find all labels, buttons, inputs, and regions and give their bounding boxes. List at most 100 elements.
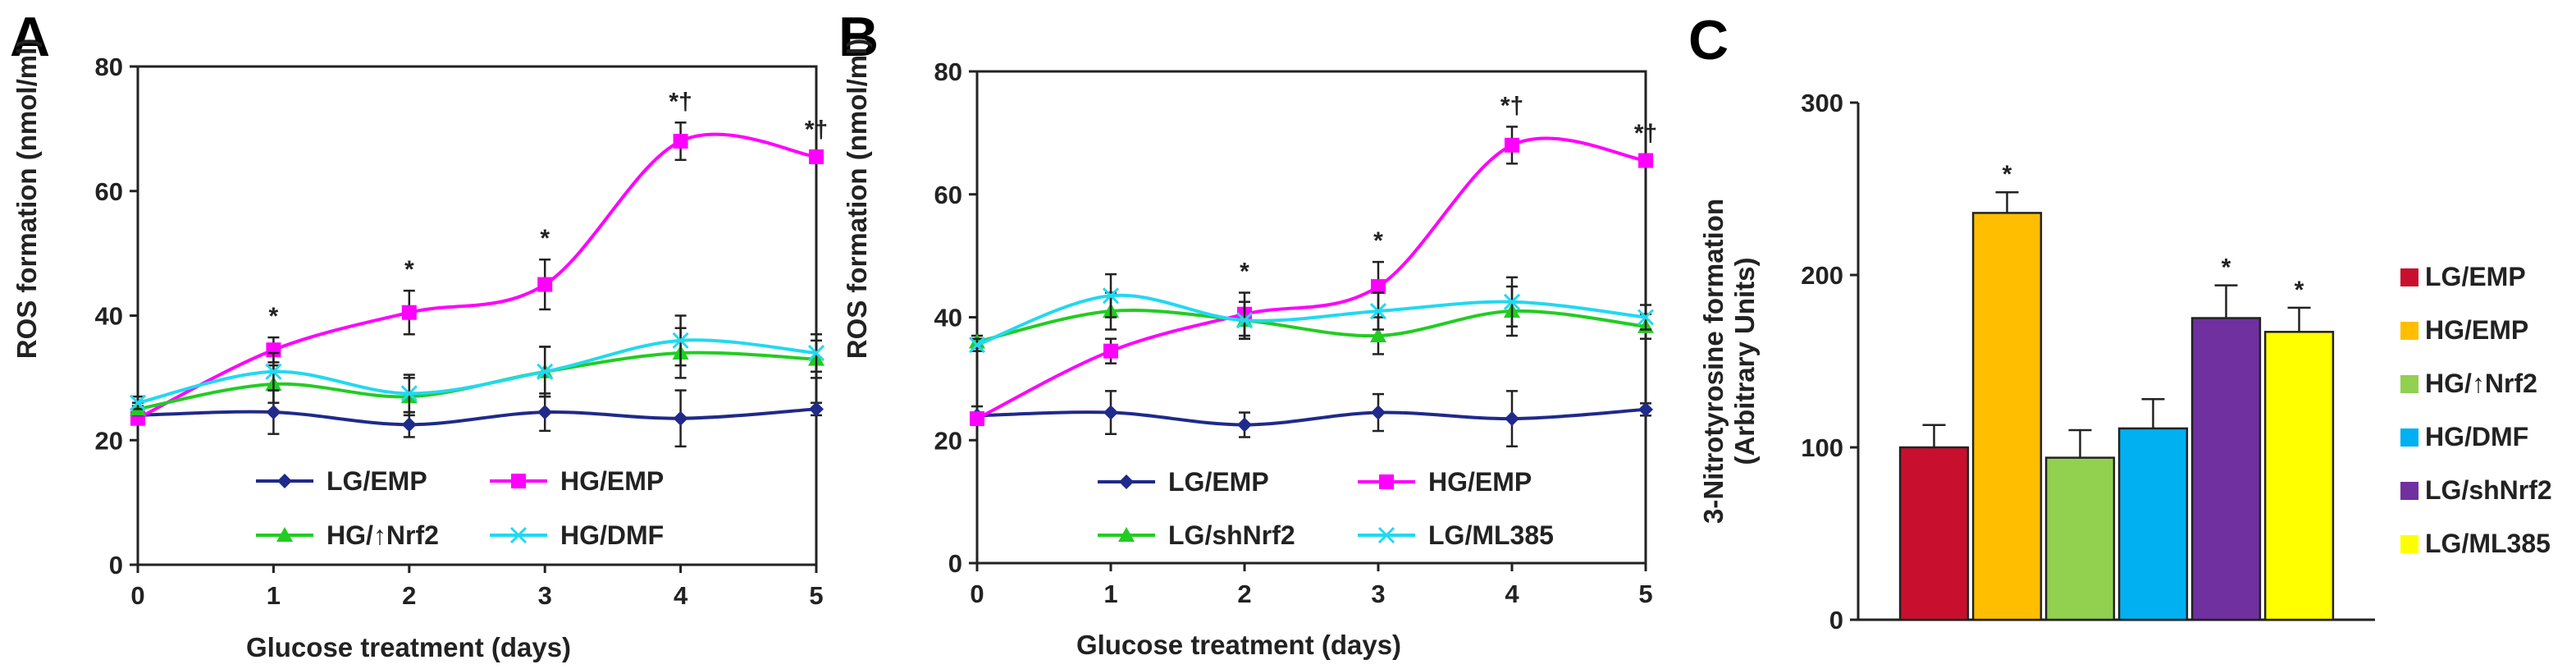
chart-c-significance-marker: * bbox=[2295, 277, 2304, 304]
chart-a-xtick-label: 4 bbox=[674, 581, 688, 610]
chart-a-point-lg-emp bbox=[537, 405, 553, 420]
chart-c-legend-item-lg-emp: LG/EMP bbox=[2400, 262, 2526, 291]
chart-a-point-hg-emp bbox=[673, 134, 688, 149]
chart-a-series-line-hg-nrf2 bbox=[137, 351, 817, 411]
chart-a-series-line-hg-dmf bbox=[137, 338, 817, 405]
panel-letter-b: B bbox=[838, 6, 879, 68]
chart-a-point-hg-dmf-stroke-2 bbox=[537, 363, 554, 380]
chart-b-point-lg-ml385 bbox=[1369, 302, 1387, 320]
chart-a-legend-marker bbox=[511, 474, 526, 488]
chart-a-xtick-label: 2 bbox=[402, 581, 416, 610]
chart-b-significance-marker: *† bbox=[1500, 92, 1523, 119]
chart-a-ytick-label: 20 bbox=[95, 426, 123, 455]
chart-b-point-lg-ml385 bbox=[1102, 287, 1120, 305]
chart-b-series-lg-shnrf2 bbox=[969, 285, 1654, 355]
chart-a-point-hg-dmf bbox=[400, 385, 418, 402]
chart-c-legend-item-lg-ml385: LG/ML385 bbox=[2400, 529, 2551, 558]
chart-b-point-lg-emp bbox=[1638, 401, 1653, 417]
chart-b-point-lg-ml385 bbox=[1637, 309, 1655, 326]
chart-b-point-lg-ml385-stroke-2 bbox=[1503, 293, 1521, 310]
chart-b-legend-label: HG/EMP bbox=[1428, 467, 1532, 497]
chart-a-plot-frame bbox=[136, 65, 818, 566]
chart-b-point-hg-emp bbox=[1371, 279, 1386, 295]
chart-b-point-hg-emp bbox=[1103, 343, 1118, 359]
chart-a-significance-marker: * bbox=[404, 256, 414, 283]
chart-a-point-lg-emp bbox=[401, 417, 417, 433]
chart-c-legend-label: LG/EMP bbox=[2425, 262, 2526, 291]
chart-a-point-hg-emp bbox=[401, 305, 417, 320]
chart-b-xtick-label: 1 bbox=[1103, 580, 1117, 608]
chart-c-ytick-label: 200 bbox=[1801, 261, 1843, 290]
chart-b-ytick-label: 80 bbox=[934, 57, 962, 86]
chart-c-bar-lg-emp bbox=[1898, 446, 1970, 621]
chart-c-legend-item-hg-dmf: HG/DMF bbox=[2400, 422, 2528, 451]
chart-c-legend-swatch bbox=[2400, 268, 2418, 286]
chart-b-legend-label: LG/shNrf2 bbox=[1168, 520, 1295, 550]
chart-a-point-hg-dmf-stroke-2 bbox=[129, 394, 147, 411]
chart-a-legend-item-hg-dmf: HG/DMF bbox=[490, 520, 664, 550]
chart-b-series-line-lg-shnrf2 bbox=[976, 308, 1647, 344]
chart-a-legend-label: HG/↑Nrf2 bbox=[327, 520, 439, 550]
chart-c-legend-swatch bbox=[2400, 482, 2418, 500]
chart-c-ylabel: 3-Nitrotyrosine formation bbox=[1698, 199, 1729, 524]
chart-b-point-lg-emp bbox=[1103, 405, 1118, 420]
chart-a-significance-marker: * bbox=[540, 225, 550, 252]
chart-a-significance-marker: *† bbox=[805, 116, 828, 143]
chart-a-ytick-label: 40 bbox=[95, 302, 123, 331]
chart-a-significance-marker: * bbox=[269, 303, 279, 330]
chart-c-ylabel-units: (Arbitrary Units) bbox=[1729, 257, 1760, 465]
chart-a-series-line-lg-emp bbox=[137, 407, 817, 427]
panel-letter-a: A bbox=[10, 6, 50, 68]
chart-c-plot: 0 100 200 300 * * * LG/EMP HG/EMP HG/↑Nrf2 HG/DMF L… bbox=[1801, 89, 2551, 635]
chart-a-point-lg-emp bbox=[809, 401, 824, 417]
chart-c-bar-lg-ml385 bbox=[2263, 331, 2335, 621]
chart-b-point-lg-emp bbox=[1371, 405, 1386, 420]
chart-c-significance-marker: * bbox=[2222, 254, 2231, 282]
chart-a-series-line-hg-emp bbox=[137, 132, 817, 420]
chart-a-legend-label: HG/EMP bbox=[560, 466, 664, 496]
chart-b-series-hg-emp bbox=[970, 126, 1653, 427]
chart-a-legend-item-hg-emp: HG/EMP bbox=[490, 466, 664, 496]
chart-c-legend-label: LG/ML385 bbox=[2425, 529, 2551, 558]
chart-b-xtick-label: 2 bbox=[1237, 580, 1251, 608]
chart-b-legend-marker bbox=[1379, 474, 1394, 489]
chart-c-bar-hg-emp bbox=[1971, 212, 2043, 621]
chart-c-bar-hg-nrf2 bbox=[2044, 456, 2116, 621]
chart-b-legend-marker bbox=[1377, 526, 1395, 544]
chart-a-point-hg-emp bbox=[809, 149, 824, 165]
chart-a-ytick-label: 60 bbox=[95, 177, 123, 206]
chart-c-ytick-label: 0 bbox=[1829, 606, 1843, 635]
chart-b-ytick-label: 40 bbox=[934, 304, 962, 332]
chart-c-ytick-label: 300 bbox=[1801, 89, 1843, 117]
chart-b-legend-item-lg-emp: LG/EMP bbox=[1098, 467, 1269, 497]
chart-c-legend-item-lg-shnrf2: LG/shNrf2 bbox=[2400, 475, 2552, 505]
chart-a-xtick-label: 3 bbox=[538, 581, 552, 610]
chart-b-legend-item-hg-emp: HG/EMP bbox=[1358, 467, 1532, 497]
chart-a-legend-item-lg-emp: LG/EMP bbox=[256, 466, 427, 496]
chart-a-point-hg-dmf bbox=[807, 344, 825, 362]
chart-b-xtick-label: 4 bbox=[1505, 580, 1519, 608]
chart-b-series-line-lg-ml385 bbox=[976, 293, 1647, 347]
chart-a-xtick-label: 5 bbox=[809, 581, 823, 610]
chart-a-plot: 0 20 40 60 80 0 1 2 3 4 5 * * * *† *† LG/EMP HG/EMP HG/↑Nr… bbox=[95, 53, 829, 610]
chart-b-series-line-lg-emp bbox=[976, 407, 1647, 427]
chart-b-legend-label: LG/ML385 bbox=[1428, 520, 1554, 550]
chart-b-point-lg-ml385-stroke-2 bbox=[1369, 302, 1387, 320]
chart-b-point-lg-ml385 bbox=[1235, 312, 1254, 329]
chart-a-xlabel: Glucose treatment (days) bbox=[246, 632, 571, 662]
chart-b-xtick-label: 3 bbox=[1371, 580, 1385, 608]
chart-b-legend-marker bbox=[1118, 527, 1135, 542]
chart-b-significance-marker: * bbox=[1373, 227, 1383, 254]
chart-b-point-lg-shnrf2 bbox=[1370, 327, 1386, 342]
chart-c-legend-swatch bbox=[2400, 322, 2418, 340]
chart-c-legend-label: HG/EMP bbox=[2425, 315, 2528, 345]
chart-b-xtick-label: 5 bbox=[1638, 580, 1652, 608]
chart-b-legend-item-lg-ml385: LG/ML385 bbox=[1358, 520, 1554, 550]
chart-a-legend-label: LG/EMP bbox=[327, 466, 427, 496]
chart-b-significance-marker: *† bbox=[1634, 120, 1657, 147]
panel-letter-c: C bbox=[1688, 9, 1729, 71]
chart-b-legend-label: LG/EMP bbox=[1168, 467, 1269, 497]
chart-a-point-hg-dmf-stroke-2 bbox=[400, 385, 418, 402]
chart-a-series-hg-emp bbox=[130, 121, 824, 426]
